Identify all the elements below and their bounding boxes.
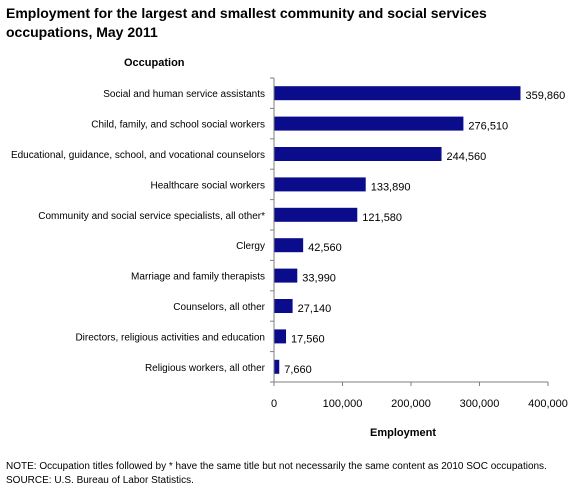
data-label: 359,860 (526, 90, 566, 102)
category-label: Social and human service assistants (103, 89, 265, 100)
bar (274, 86, 521, 101)
footer-source: SOURCE: U.S. Bureau of Labor Statistics. (6, 475, 194, 486)
x-tick-label: 400,000 (528, 398, 568, 410)
x-tick-label: 100,000 (323, 398, 363, 410)
category-labels-group: Social and human service assistants Child… (11, 89, 266, 374)
bar (274, 147, 442, 161)
x-tick-label: 0 (271, 398, 277, 410)
data-label: 27,140 (298, 303, 332, 315)
data-label: 17,560 (291, 333, 325, 345)
data-label: 244,560 (447, 151, 487, 163)
category-label: Religious workers, all other (145, 363, 266, 374)
chart-title: Employment for the largest and smallest … (6, 5, 487, 40)
bar (274, 299, 293, 313)
category-label: Counselors, all other (173, 302, 265, 313)
bar (274, 207, 358, 222)
y-axis-title: Occupation (124, 57, 185, 69)
x-tick-label: 200,000 (391, 398, 431, 410)
bar (274, 116, 464, 131)
x-axis-title: Employment (370, 427, 437, 439)
axes-group: 0 100,000 200,000 300,000 400,000 (270, 77, 568, 410)
data-label: 7,660 (284, 364, 312, 376)
category-label: Child, family, and school social workers (91, 120, 265, 131)
category-label: Community and social service specialists… (38, 211, 265, 222)
bar (274, 238, 304, 253)
data-label: 121,580 (362, 212, 402, 224)
bar (274, 268, 298, 283)
category-label: Marriage and family therapists (131, 272, 265, 283)
footer-notes: NOTE: Occupation titles followed by * ha… (6, 460, 576, 488)
category-label: Directors, religious activities and educ… (75, 332, 265, 343)
bar (274, 177, 366, 192)
footer-note: NOTE: Occupation titles followed by * ha… (6, 461, 547, 472)
category-label: Healthcare social workers (151, 180, 266, 191)
data-label: 42,560 (308, 242, 342, 254)
data-label: 276,510 (468, 121, 508, 133)
x-tick-label: 300,000 (460, 398, 500, 410)
bars-group (274, 86, 521, 374)
category-label: Educational, guidance, school, and vocat… (11, 150, 265, 161)
data-label: 133,890 (371, 181, 411, 193)
bar (274, 329, 287, 344)
data-label: 33,990 (302, 273, 336, 285)
value-labels-group: 359,860 276,510 244,560 133,890 121,580 42,56… (284, 90, 565, 376)
category-label: Clergy (236, 241, 265, 252)
bar (274, 359, 280, 374)
